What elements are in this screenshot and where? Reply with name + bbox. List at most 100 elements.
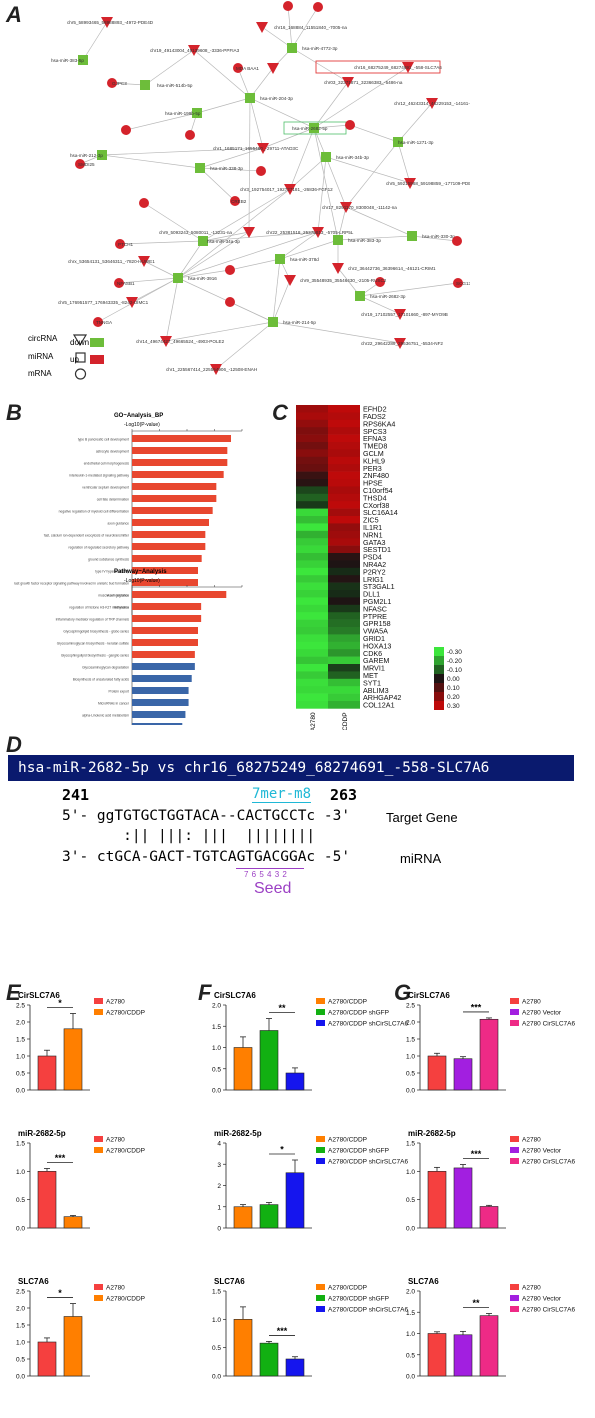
legend-swatch xyxy=(94,1295,103,1301)
gene-label: PGM2L1 xyxy=(363,597,391,606)
legend-value: 0.20 xyxy=(447,694,460,701)
y-tick-label: 2.5 xyxy=(16,1289,25,1296)
gene-label: PTPRE xyxy=(363,612,387,621)
gene-label: TMED8 xyxy=(363,442,387,451)
enrichment-bar xyxy=(132,675,192,682)
heatmap-cells: EFHD2FADS2RPS6KA4SPCS3EFNA3TMED8GCLMKLHL… xyxy=(296,405,401,710)
network-edge xyxy=(143,202,204,242)
legend-value: 0.00 xyxy=(447,676,460,683)
y-tick-label: 0.5 xyxy=(16,1071,25,1078)
bar xyxy=(285,1358,305,1377)
heatmap-cell xyxy=(328,590,360,598)
heatmap-cell xyxy=(328,427,360,435)
y-tick-label: 0.5 xyxy=(16,1357,25,1364)
y-tick-label: 1.0 xyxy=(212,1317,221,1324)
network-edge xyxy=(272,258,281,323)
legend-label: A2780 CirSLC7A6 xyxy=(522,1159,575,1166)
y-tick-label: 1.5 xyxy=(16,1141,25,1148)
gene-label: ZIC5 xyxy=(363,516,379,525)
y-tick-label: 0.5 xyxy=(406,1352,415,1359)
bar xyxy=(233,1206,253,1229)
circrna-node xyxy=(402,62,414,73)
heatmap-cell xyxy=(328,560,360,569)
circrna-node xyxy=(284,184,296,195)
y-tick-label: 1.5 xyxy=(406,1310,415,1317)
legend-swatch xyxy=(510,1306,519,1312)
y-tick-label: 0.0 xyxy=(406,1226,415,1233)
gene-label: MRVI1 xyxy=(363,664,385,673)
heatmap-cell xyxy=(296,516,328,524)
node-label: hsa-miR-338-3p xyxy=(210,166,243,171)
gene-label: NFASC xyxy=(363,604,387,613)
bar xyxy=(37,1171,57,1229)
network-nodes: chr5_58993465_58988893_-4972-PDE4D chr16_… xyxy=(51,1,470,375)
circrna-node xyxy=(210,364,222,375)
network-edge xyxy=(101,147,264,156)
term-label: regulation of regulated secretory pathwa… xyxy=(69,546,130,550)
term-label: axon guidance xyxy=(108,522,130,526)
network-edges xyxy=(79,5,459,370)
legend-up-swatch xyxy=(90,355,104,364)
bar-chart: CirSLC7A6 0.0 0.5 1.0 1.5 2.0 ** A2780/CDDP A278… xyxy=(212,991,409,1095)
panel-c-letter: C xyxy=(272,400,288,425)
network-edge xyxy=(199,167,262,172)
term-label: Inflammatory mediator regulation of TRP … xyxy=(56,618,130,622)
node-label: chr22_25381518_25375813_-5705-LRP5L xyxy=(266,230,354,235)
network-edge xyxy=(272,279,291,323)
network-graph: chr5_58993465_58988893_-4972-PDE4D chr16_… xyxy=(51,1,470,375)
network-edge xyxy=(111,82,146,86)
network-legend: circRNA miRNA mRNA xyxy=(28,333,118,393)
target-sequence: 5'- ggTGTGCTGGTACA--CACTGCCTc -3' xyxy=(62,808,351,824)
enrichment-bar xyxy=(132,555,202,562)
y-tick-label: 1.5 xyxy=(212,1289,221,1296)
enrichment-bar xyxy=(132,579,198,586)
node-label: hsa-miR-4772-3p xyxy=(302,46,338,51)
heatmap-cell xyxy=(328,664,360,672)
legend-label: A2780 Vector xyxy=(522,1148,562,1155)
chart-title: SLC7A6 xyxy=(214,1277,245,1286)
network-edge xyxy=(165,321,274,342)
heatmap-cell xyxy=(328,582,360,591)
circrna-node xyxy=(332,263,344,274)
node-label: TNNGA xyxy=(96,320,113,325)
mirna-node xyxy=(173,273,183,283)
gene-label: GRID1 xyxy=(363,634,385,643)
mirna-node xyxy=(321,152,331,162)
circrna-node xyxy=(267,63,279,74)
y-tick-label: 0.5 xyxy=(406,1197,415,1204)
gene-label: HOXA13 xyxy=(363,641,391,650)
bar xyxy=(259,1204,279,1229)
node-label: hsa-miR-378d xyxy=(290,257,319,262)
circrna-node xyxy=(312,227,324,238)
gene-label: GAREM xyxy=(363,656,389,665)
node-label: chr5_176951577_176943335_-8242-UIMC1 xyxy=(58,300,149,305)
network-edge xyxy=(143,260,179,279)
legend-label: A2780/CDDP xyxy=(328,1285,367,1292)
term-label: Glycosaminoglycan biosynthesis - keratan… xyxy=(57,642,129,646)
gene-label: GATA3 xyxy=(363,538,386,547)
network-edge xyxy=(411,235,458,242)
heatmap-cell xyxy=(296,553,328,561)
bar xyxy=(63,1028,83,1091)
node-label: chr1_225567414_225554906_-12508-ENAH xyxy=(166,367,257,372)
mrna-node xyxy=(345,120,355,130)
legend-down-swatch xyxy=(90,338,104,347)
y-tick-label: 2 xyxy=(217,1183,221,1190)
node-label: chr22_29642289_29636751_-5534-NF2 xyxy=(361,341,443,346)
enrichment-bar xyxy=(132,699,189,706)
legend-mirna-label: miRNA xyxy=(28,352,54,361)
gene-label: C10orf54 xyxy=(363,486,393,495)
gene-label: P2RY2 xyxy=(363,567,386,576)
network-edge xyxy=(249,97,264,149)
enrichment-block: Pathway~Analysis -Log10(P-value) Axon guid… xyxy=(56,569,243,725)
gene-label: RPS6KA4 xyxy=(363,419,395,428)
significance-stars: ** xyxy=(278,1003,286,1013)
block-title: Pathway~Analysis xyxy=(114,569,167,575)
enrichment-block: GO~Analysis_BP -Log10(P-value) type B panc… xyxy=(14,413,243,615)
heatmap-cell xyxy=(328,693,360,702)
gene-label: NRN1 xyxy=(363,530,383,539)
heatmap-cell xyxy=(296,604,328,613)
legend-value: -0.20 xyxy=(447,658,462,665)
significance-stars: *** xyxy=(277,1326,288,1336)
y-tick-label: 0.0 xyxy=(406,1374,415,1381)
